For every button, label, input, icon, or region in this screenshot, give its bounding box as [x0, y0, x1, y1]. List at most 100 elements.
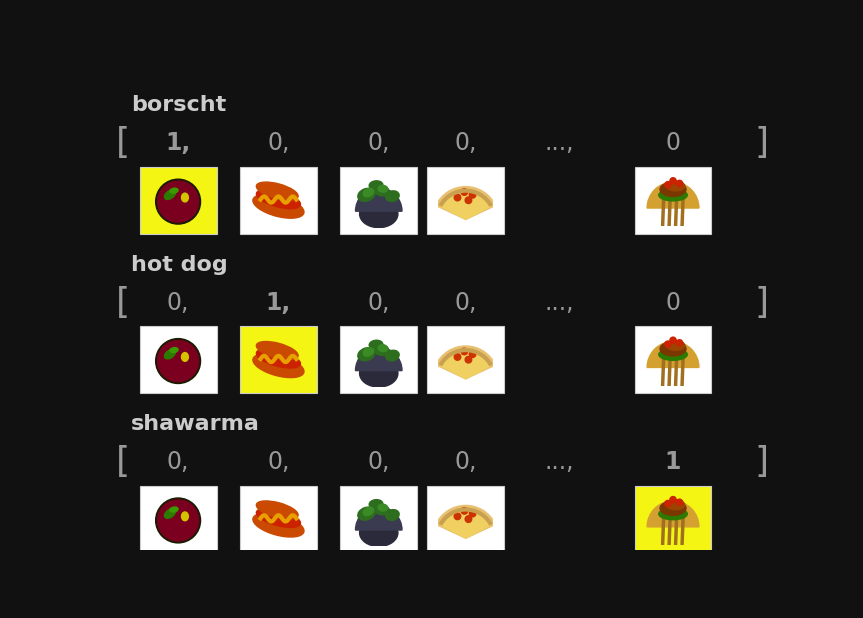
Text: borscht: borscht: [131, 95, 226, 115]
Ellipse shape: [658, 189, 687, 201]
Circle shape: [465, 516, 472, 522]
Ellipse shape: [256, 349, 300, 368]
Ellipse shape: [256, 342, 298, 360]
Circle shape: [677, 499, 683, 506]
Circle shape: [677, 180, 683, 187]
Text: 0,: 0,: [368, 290, 390, 315]
Text: ...,: ...,: [545, 450, 574, 474]
Text: ...,: ...,: [545, 131, 574, 155]
Circle shape: [158, 341, 198, 381]
Ellipse shape: [181, 512, 188, 521]
Ellipse shape: [369, 499, 383, 509]
Circle shape: [670, 337, 676, 344]
Circle shape: [158, 500, 198, 541]
Text: 0,: 0,: [167, 450, 189, 474]
Ellipse shape: [181, 193, 188, 202]
Circle shape: [670, 178, 676, 184]
Text: ]: ]: [755, 445, 769, 479]
Wedge shape: [647, 342, 699, 368]
Ellipse shape: [360, 200, 398, 227]
Text: 0,: 0,: [167, 290, 189, 315]
Ellipse shape: [363, 188, 374, 197]
Text: 0,: 0,: [368, 131, 390, 155]
Ellipse shape: [170, 188, 178, 193]
Circle shape: [665, 182, 671, 188]
FancyBboxPatch shape: [140, 167, 217, 234]
Circle shape: [461, 507, 468, 514]
Circle shape: [454, 353, 461, 360]
Ellipse shape: [666, 181, 684, 191]
Ellipse shape: [360, 519, 398, 546]
Ellipse shape: [253, 353, 304, 378]
Ellipse shape: [256, 509, 300, 527]
Circle shape: [461, 188, 468, 195]
Circle shape: [465, 197, 472, 203]
Ellipse shape: [181, 352, 188, 362]
Ellipse shape: [170, 347, 178, 353]
Text: 0,: 0,: [455, 290, 477, 315]
Text: [: [: [116, 126, 129, 160]
Circle shape: [665, 501, 671, 507]
Text: [: [: [116, 286, 129, 320]
Text: 0,: 0,: [455, 131, 477, 155]
Wedge shape: [440, 191, 491, 219]
FancyBboxPatch shape: [634, 326, 711, 393]
Wedge shape: [436, 187, 495, 219]
Text: 0: 0: [665, 131, 681, 155]
Ellipse shape: [386, 350, 400, 361]
FancyBboxPatch shape: [634, 486, 711, 552]
FancyBboxPatch shape: [140, 326, 217, 393]
Ellipse shape: [374, 504, 389, 515]
Ellipse shape: [374, 345, 389, 355]
Circle shape: [454, 513, 461, 520]
Circle shape: [665, 341, 671, 347]
Wedge shape: [356, 507, 402, 530]
Circle shape: [469, 510, 476, 517]
Ellipse shape: [378, 345, 387, 352]
Wedge shape: [647, 182, 699, 208]
FancyBboxPatch shape: [240, 486, 317, 552]
Wedge shape: [436, 506, 495, 538]
Ellipse shape: [256, 190, 300, 209]
Ellipse shape: [386, 191, 400, 201]
FancyBboxPatch shape: [340, 486, 417, 552]
Ellipse shape: [369, 181, 383, 190]
Text: 0,: 0,: [455, 450, 477, 474]
Circle shape: [677, 340, 683, 346]
FancyBboxPatch shape: [340, 167, 417, 234]
Wedge shape: [647, 501, 699, 527]
Ellipse shape: [253, 194, 304, 218]
Wedge shape: [356, 188, 402, 211]
Text: ...,: ...,: [545, 290, 574, 315]
Ellipse shape: [256, 501, 298, 519]
Circle shape: [158, 181, 198, 222]
Text: 0,: 0,: [268, 131, 290, 155]
Text: 1: 1: [665, 450, 681, 474]
Ellipse shape: [658, 508, 687, 520]
Ellipse shape: [369, 341, 383, 349]
Text: hot dog: hot dog: [131, 255, 228, 274]
Ellipse shape: [363, 507, 374, 515]
Wedge shape: [440, 350, 491, 379]
Ellipse shape: [164, 509, 175, 519]
Text: ]: ]: [755, 286, 769, 320]
Circle shape: [469, 192, 476, 198]
FancyBboxPatch shape: [340, 326, 417, 393]
Ellipse shape: [666, 341, 684, 350]
Text: 0,: 0,: [268, 450, 290, 474]
Ellipse shape: [386, 510, 400, 520]
Text: shawarma: shawarma: [131, 414, 260, 434]
FancyBboxPatch shape: [427, 326, 504, 393]
Circle shape: [155, 179, 200, 224]
Text: 1,: 1,: [266, 290, 291, 315]
Ellipse shape: [660, 501, 686, 515]
Ellipse shape: [363, 348, 374, 356]
Ellipse shape: [360, 360, 398, 387]
Text: [: [: [116, 445, 129, 479]
Ellipse shape: [170, 507, 178, 512]
Circle shape: [155, 339, 200, 384]
Ellipse shape: [378, 185, 387, 192]
Text: 0: 0: [665, 290, 681, 315]
Ellipse shape: [666, 500, 684, 510]
Ellipse shape: [164, 190, 175, 200]
